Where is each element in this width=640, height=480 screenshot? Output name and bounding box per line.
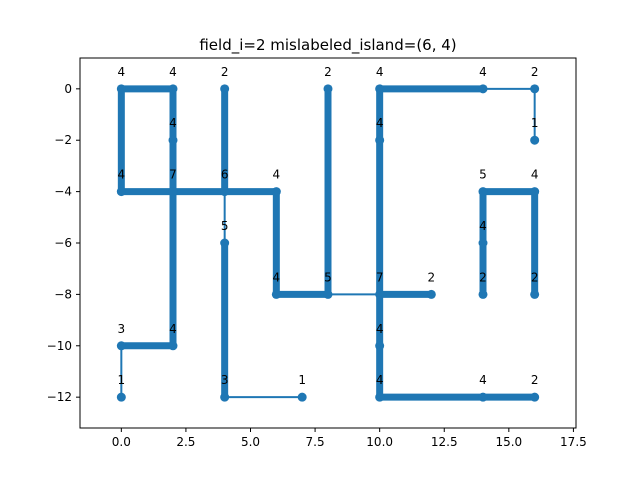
node-point [478,392,488,402]
node-label: 2 [221,65,229,79]
node-point [220,187,230,197]
nodes [116,84,540,402]
node-label: 4 [118,65,126,79]
node-label: 6 [221,168,229,182]
node-label: 4 [273,168,281,182]
y-axis: 0 −2 −4 −6 −8 −10 −12 [47,82,80,404]
node-label: 4 [479,65,487,79]
x-axis: 0.0 2.5 5.0 7.5 10.0 12.5 15.0 17.5 [112,428,587,449]
node-label: 5 [324,270,332,284]
node-label: 2 [531,373,539,387]
node-point [168,187,178,197]
node-label: 2 [531,270,539,284]
node-point [168,135,178,145]
node-point [426,289,436,299]
node-point [530,84,540,94]
node-point [116,84,126,94]
node-point [375,84,385,94]
x-tick-label: 17.5 [560,435,587,449]
node-point [478,289,488,299]
chart-title: field_i=2 mislabeled_island=(6, 4) [199,36,456,55]
node-point [220,238,230,248]
node-label: 4 [169,116,177,130]
node-label: 4 [169,65,177,79]
y-tick-label: −4 [54,185,72,199]
node-point [530,392,540,402]
node-point [375,392,385,402]
node-point [478,187,488,197]
x-tick-label: 15.0 [495,435,522,449]
thin-edges [120,87,536,399]
node-label: 2 [428,270,436,284]
y-tick-label: −12 [47,390,72,404]
node-label: 4 [118,168,126,182]
x-tick-label: 10.0 [366,435,393,449]
node-label: 4 [531,168,539,182]
node-label: 3 [221,373,229,387]
y-tick-label: 0 [64,82,72,96]
node-point [478,84,488,94]
node-label: 3 [118,322,126,336]
node-point [530,135,540,145]
node-label: 4 [376,373,384,387]
x-tick-label: 2.5 [176,435,195,449]
node-point [375,289,385,299]
node-label: 2 [324,65,332,79]
x-tick-label: 0.0 [112,435,131,449]
node-label: 1 [118,373,126,387]
node-point [168,341,178,351]
node-labels: 4 4 2 2 4 4 2 4 4 1 4 7 6 4 5 4 5 4 4 5 7 2 2 2 3 4 4 1 3 1 4 4 2 [118,65,539,387]
node-label: 5 [221,219,229,233]
node-point [323,84,333,94]
node-label: 4 [479,219,487,233]
y-tick-label: −10 [47,339,72,353]
node-point [271,289,281,299]
x-tick-label: 7.5 [306,435,325,449]
node-point [116,392,126,402]
node-point [375,341,385,351]
node-label: 2 [479,270,487,284]
node-label: 1 [298,373,306,387]
node-point [375,135,385,145]
node-point [530,289,540,299]
node-label: 4 [376,65,384,79]
node-point [530,187,540,197]
node-label: 2 [531,65,539,79]
node-point [323,289,333,299]
node-label: 4 [479,373,487,387]
node-point [116,187,126,197]
node-label: 5 [479,168,487,182]
node-label: 4 [376,322,384,336]
y-tick-label: −6 [54,236,72,250]
node-label: 4 [273,270,281,284]
y-tick-label: −8 [54,287,72,301]
x-tick-label: 12.5 [431,435,458,449]
node-point [220,392,230,402]
node-point [220,84,230,94]
node-point [116,341,126,351]
node-label: 4 [376,116,384,130]
node-point [271,187,281,197]
x-tick-label: 5.0 [241,435,260,449]
node-label: 4 [169,322,177,336]
y-tick-label: −2 [54,133,72,147]
node-label: 7 [169,168,177,182]
node-label: 7 [376,270,384,284]
node-point [478,238,488,248]
node-point [297,392,307,402]
node-label: 1 [531,116,539,130]
node-point [168,84,178,94]
